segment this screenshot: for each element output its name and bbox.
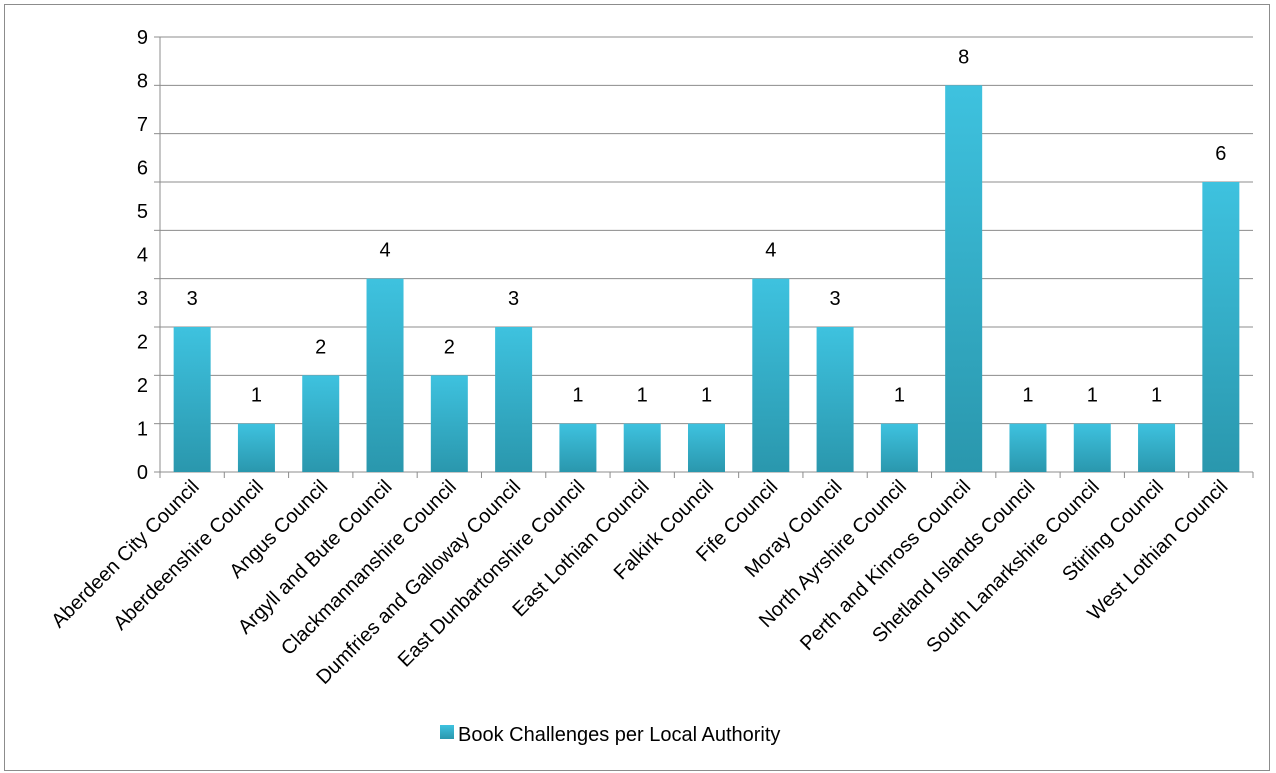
bar — [623, 423, 661, 472]
data-label: 1 — [1022, 385, 1033, 407]
y-tick-label: 6 — [137, 158, 148, 180]
data-label: 2 — [444, 336, 455, 358]
data-label: 1 — [637, 385, 648, 407]
bar — [173, 327, 211, 472]
bar — [945, 85, 983, 472]
y-tick-label: 8 — [137, 71, 148, 93]
data-labels: 3 1 2 4 2 3 1 1 1 4 3 1 8 1 1 1 6 — [187, 46, 1227, 406]
bar — [688, 423, 725, 472]
chart-frame — [4, 4, 1270, 771]
bar — [495, 327, 533, 472]
y-tick-label: 2 — [137, 332, 148, 354]
bar — [366, 278, 404, 472]
bar — [237, 423, 275, 472]
legend-label: Book Challenges per Local Authority — [458, 724, 780, 746]
data-label: 4 — [765, 240, 776, 262]
data-label: 3 — [508, 288, 519, 310]
bar — [1202, 182, 1240, 472]
bar — [1138, 423, 1176, 472]
bar — [1073, 423, 1111, 472]
legend-swatch — [440, 725, 454, 739]
data-label: 1 — [1151, 385, 1162, 407]
data-label: 1 — [701, 385, 712, 407]
y-tick-label: 5 — [137, 201, 148, 223]
data-label: 3 — [187, 288, 198, 310]
bar — [430, 375, 468, 472]
data-label: 1 — [1087, 385, 1098, 407]
gridlines — [154, 36, 1254, 478]
data-label: 2 — [315, 336, 326, 358]
data-label: 8 — [958, 46, 969, 68]
data-label: 1 — [572, 385, 583, 407]
bar — [816, 327, 854, 472]
data-label: 4 — [379, 240, 390, 262]
bar — [559, 423, 597, 472]
y-tick-label: 9 — [137, 27, 148, 49]
bars — [173, 85, 1240, 472]
legend: Book Challenges per Local Authority — [440, 724, 780, 746]
data-label: 1 — [894, 385, 905, 407]
data-label: 3 — [830, 288, 841, 310]
y-tick-label: 1 — [137, 419, 148, 441]
y-tick-label: 4 — [137, 245, 148, 267]
y-tick-label: 2 — [137, 375, 148, 397]
y-tick-label: 0 — [137, 462, 148, 484]
y-axis-ticks: 0 1 2 2 3 4 5 6 7 8 9 — [137, 27, 148, 484]
bar — [752, 278, 790, 472]
bar — [302, 375, 340, 472]
bar — [1009, 423, 1047, 472]
data-label: 6 — [1215, 143, 1226, 165]
y-tick-label: 3 — [137, 288, 148, 310]
data-label: 1 — [251, 385, 262, 407]
y-tick-label: 7 — [137, 114, 148, 136]
bar — [880, 423, 918, 472]
